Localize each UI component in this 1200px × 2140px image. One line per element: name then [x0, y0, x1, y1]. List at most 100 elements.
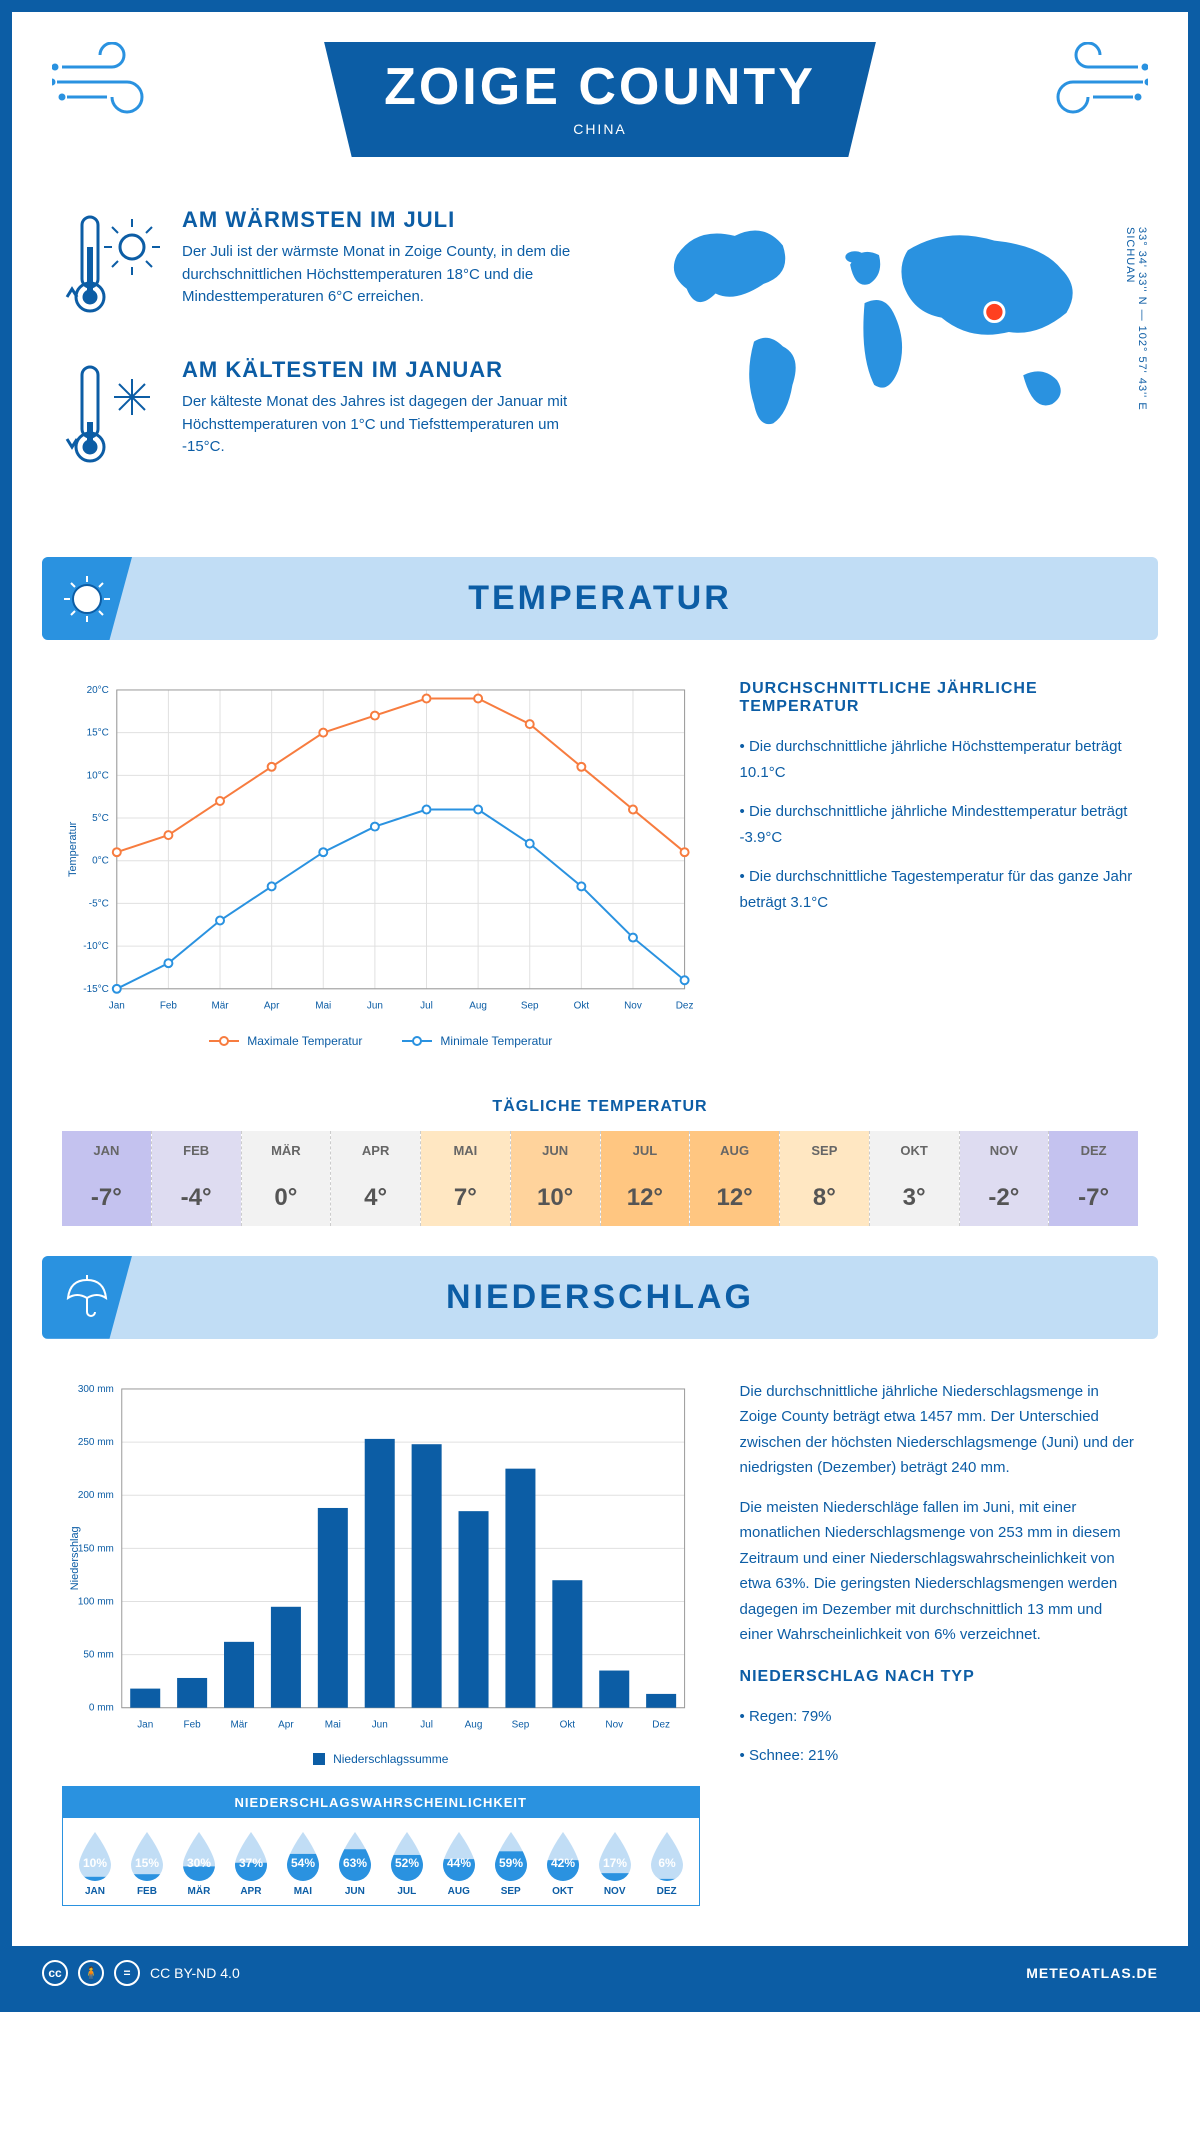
svg-text:Apr: Apr: [264, 1001, 280, 1012]
prob-cell: 52%JUL: [381, 1830, 433, 1897]
temp-section-header: TEMPERATUR: [42, 557, 1158, 640]
svg-text:10°C: 10°C: [87, 770, 109, 781]
svg-text:Aug: Aug: [469, 1001, 487, 1012]
svg-text:0°C: 0°C: [92, 856, 109, 867]
daily-temp-cell: MAI7°: [421, 1131, 511, 1226]
svg-text:6%: 6%: [658, 1856, 676, 1870]
prob-cell: 42%OKT: [537, 1830, 589, 1897]
svg-text:Nov: Nov: [605, 1719, 623, 1730]
temperature-line-chart: -15°C-10°C-5°C0°C5°C10°C15°C20°CJanFebMä…: [62, 680, 700, 1019]
prob-cell: 6%DEZ: [641, 1830, 693, 1897]
line-chart-legend: Maximale Temperatur Minimale Temperatur: [62, 1034, 700, 1048]
svg-text:Dez: Dez: [676, 1001, 694, 1012]
prob-cell: 63%JUN: [329, 1830, 381, 1897]
footer: cc 🧍 = CC BY-ND 4.0 METEOATLAS.DE: [12, 1946, 1188, 2000]
svg-text:44%: 44%: [447, 1856, 471, 1870]
svg-text:42%: 42%: [551, 1856, 575, 1870]
prob-cell: 30%MÄR: [173, 1830, 225, 1897]
temp-bullet: • Die durchschnittliche jährliche Mindes…: [740, 799, 1138, 850]
daily-temp-cell: JUL12°: [601, 1131, 691, 1226]
svg-text:-15°C: -15°C: [83, 984, 109, 995]
page-subtitle: CHINA: [384, 121, 816, 137]
svg-text:Jul: Jul: [420, 1719, 433, 1730]
svg-text:17%: 17%: [603, 1856, 627, 1870]
svg-text:200 mm: 200 mm: [78, 1490, 114, 1501]
svg-text:Aug: Aug: [465, 1719, 483, 1730]
temp-title: TEMPERATUR: [64, 579, 1136, 618]
umbrella-icon: [62, 1272, 112, 1322]
wind-icon: [1028, 42, 1148, 122]
daily-temp-cell: MÄR0°: [242, 1131, 332, 1226]
svg-text:Niederschlag: Niederschlag: [69, 1526, 81, 1590]
svg-text:Nov: Nov: [624, 1001, 642, 1012]
prob-cell: 10%JAN: [69, 1830, 121, 1897]
svg-text:Sep: Sep: [512, 1719, 530, 1730]
svg-text:15%: 15%: [135, 1856, 159, 1870]
daily-temp-cell: AUG12°: [690, 1131, 780, 1226]
svg-text:0 mm: 0 mm: [89, 1702, 114, 1713]
svg-text:300 mm: 300 mm: [78, 1384, 114, 1395]
svg-text:30%: 30%: [187, 1856, 211, 1870]
svg-text:250 mm: 250 mm: [78, 1437, 114, 1448]
precip-type-rain: • Regen: 79%: [740, 1704, 1138, 1730]
daily-temp-title: TÄGLICHE TEMPERATUR: [12, 1098, 1188, 1116]
wind-icon: [52, 42, 172, 122]
daily-temp-cell: OKT3°: [870, 1131, 960, 1226]
world-map: [620, 207, 1138, 457]
license-text: CC BY-ND 4.0: [150, 1965, 240, 1981]
svg-text:150 mm: 150 mm: [78, 1543, 114, 1554]
warmest-text: Der Juli ist der wärmste Monat in Zoige …: [182, 241, 580, 309]
svg-text:Jan: Jan: [137, 1719, 153, 1730]
warmest-title: AM WÄRMSTEN IM JULI: [182, 207, 580, 233]
header: ZOIGE COUNTY CHINA: [12, 12, 1188, 177]
svg-text:Mär: Mär: [230, 1719, 248, 1730]
temp-bullet: • Die durchschnittliche Tagestemperatur …: [740, 864, 1138, 915]
prob-cell: 59%SEP: [485, 1830, 537, 1897]
coldest-text: Der kälteste Monat des Jahres ist dagege…: [182, 391, 580, 459]
svg-text:54%: 54%: [291, 1856, 315, 1870]
daily-temp-cell: SEP8°: [780, 1131, 870, 1226]
svg-text:Temperatur: Temperatur: [67, 821, 79, 877]
site-name: METEOATLAS.DE: [1026, 1965, 1158, 1981]
svg-text:63%: 63%: [343, 1856, 367, 1870]
coldest-title: AM KÄLTESTEN IM JANUAR: [182, 357, 580, 383]
cc-icon: cc: [42, 1960, 68, 1986]
svg-text:Jun: Jun: [372, 1719, 388, 1730]
precip-bar-chart: 0 mm 50 mm 100 mm 150 mm 200 mm 250 mm 300 mm N…: [62, 1379, 700, 1738]
by-icon: 🧍: [78, 1960, 104, 1986]
prob-cell: 44%AUG: [433, 1830, 485, 1897]
svg-text:50 mm: 50 mm: [83, 1649, 113, 1660]
warmest-block: AM WÄRMSTEN IM JULI Der Juli ist der wär…: [62, 207, 580, 327]
svg-text:Feb: Feb: [160, 1001, 178, 1012]
prob-cell: 17%NOV: [589, 1830, 641, 1897]
svg-text:Feb: Feb: [184, 1719, 202, 1730]
svg-text:Okt: Okt: [574, 1001, 590, 1012]
daily-temp-cell: JUN10°: [511, 1131, 601, 1226]
svg-text:100 mm: 100 mm: [78, 1596, 114, 1607]
svg-text:5°C: 5°C: [92, 813, 109, 824]
daily-temp-table: JAN-7°FEB-4°MÄR0°APR4°MAI7°JUN10°JUL12°A…: [62, 1131, 1138, 1226]
daily-temp-cell: FEB-4°: [152, 1131, 242, 1226]
coldest-block: AM KÄLTESTEN IM JANUAR Der kälteste Mona…: [62, 357, 580, 477]
precip-type-snow: • Schnee: 21%: [740, 1743, 1138, 1769]
svg-text:Jan: Jan: [109, 1001, 125, 1012]
prob-cell: 15%FEB: [121, 1830, 173, 1897]
svg-text:Jul: Jul: [420, 1001, 433, 1012]
svg-text:59%: 59%: [499, 1856, 523, 1870]
svg-text:37%: 37%: [239, 1856, 263, 1870]
precip-title: NIEDERSCHLAG: [64, 1278, 1136, 1317]
coordinates: 33° 34' 33'' N — 102° 57' 43'' E SICHUAN: [1124, 227, 1148, 411]
svg-text:Mai: Mai: [315, 1001, 331, 1012]
precip-probability-box: NIEDERSCHLAGSWAHRSCHEINLICHKEIT 10%JAN15…: [62, 1786, 700, 1906]
precip-para: Die meisten Niederschläge fallen im Juni…: [740, 1495, 1138, 1648]
svg-text:Sep: Sep: [521, 1001, 539, 1012]
svg-text:-10°C: -10°C: [83, 941, 109, 952]
svg-text:Apr: Apr: [278, 1719, 294, 1730]
svg-text:Mai: Mai: [325, 1719, 341, 1730]
sun-icon: [62, 574, 112, 624]
daily-temp-cell: JAN-7°: [62, 1131, 152, 1226]
prob-cell: 37%APR: [225, 1830, 277, 1897]
daily-temp-cell: NOV-2°: [960, 1131, 1050, 1226]
precip-para: Die durchschnittliche jährliche Niedersc…: [740, 1379, 1138, 1481]
svg-text:20°C: 20°C: [87, 685, 109, 696]
